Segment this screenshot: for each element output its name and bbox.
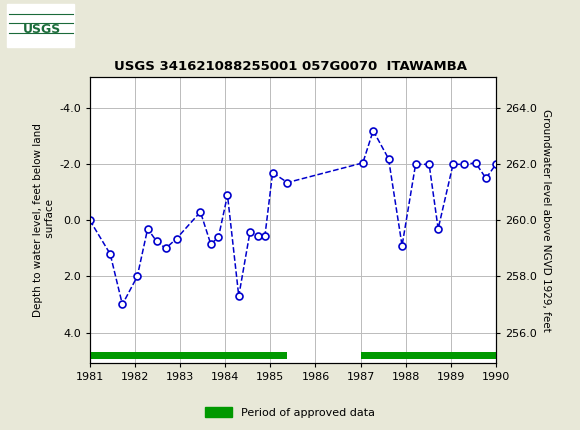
FancyBboxPatch shape [7, 4, 74, 47]
Text: USGS: USGS [23, 23, 61, 36]
Bar [90, 352, 288, 359]
Legend: Period of approved data: Period of approved data [200, 403, 380, 422]
Bar [361, 352, 496, 359]
Y-axis label: Depth to water level, feet below land
 surface: Depth to water level, feet below land su… [34, 123, 55, 317]
Y-axis label: Groundwater level above NGVD 1929, feet: Groundwater level above NGVD 1929, feet [541, 109, 551, 332]
Text: USGS 341621088255001 057G0070  ITAWAMBA: USGS 341621088255001 057G0070 ITAWAMBA [114, 60, 466, 73]
